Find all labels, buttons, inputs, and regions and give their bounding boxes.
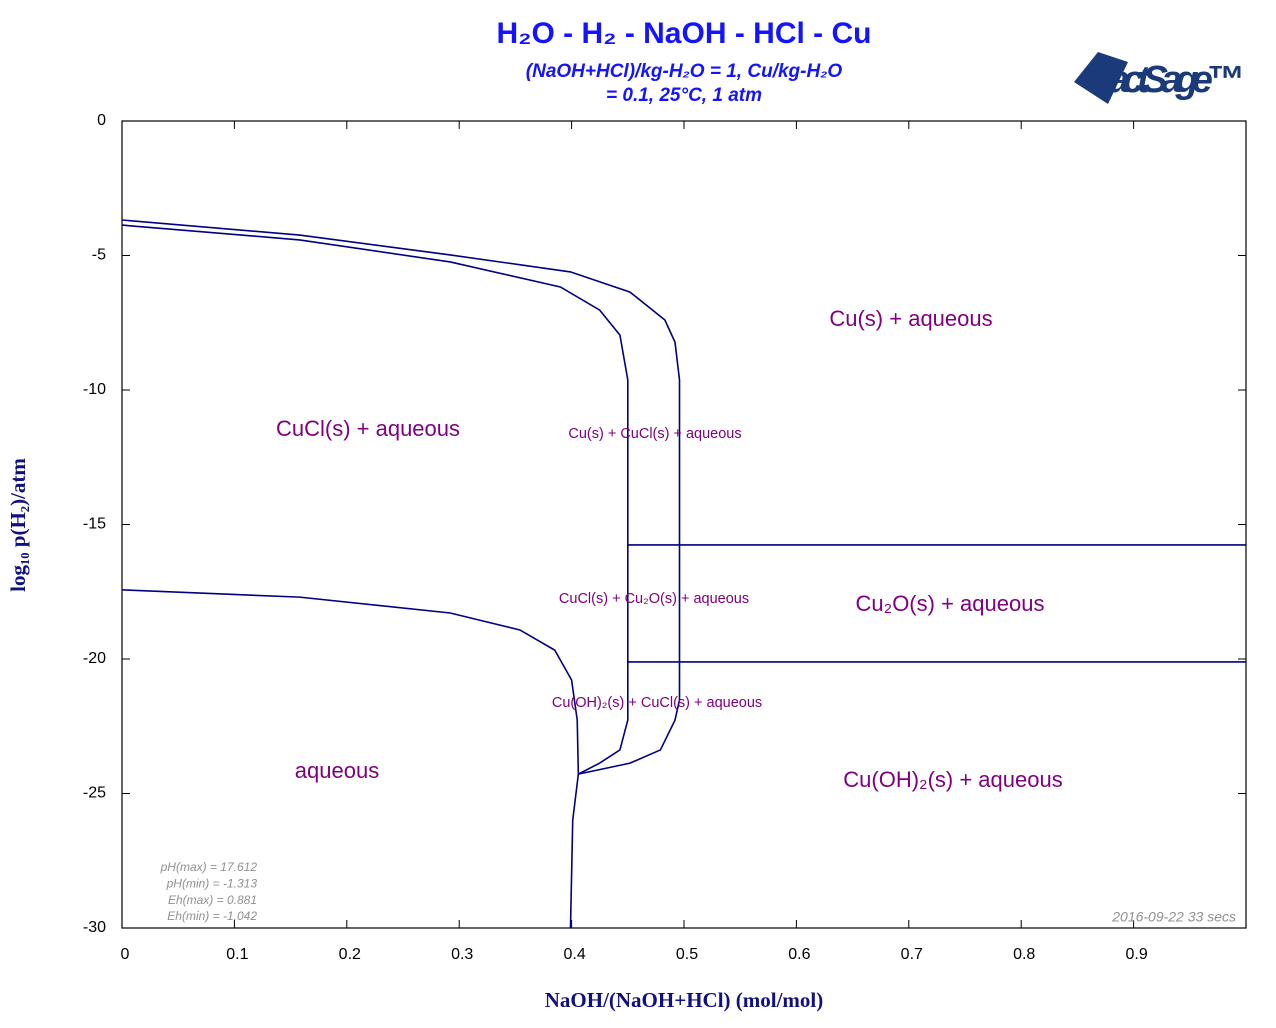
logo-mark bbox=[1074, 52, 1128, 104]
phase-boundary bbox=[121, 224, 629, 775]
region-label: CuCl(s) + Cu₂O(s) + aqueous bbox=[559, 591, 749, 607]
x-tick-label: 0.1 bbox=[226, 946, 248, 963]
y-tick-label: 0 bbox=[97, 112, 106, 129]
region-label: Cu(s) + aqueous bbox=[829, 306, 992, 331]
chart-subtitle: (NaOH+HCl)/kg-H₂O = 1, Cu/kg-H₂O bbox=[526, 61, 843, 82]
x-axis-label: NaOH/(NaOH+HCl) (mol/mol) bbox=[545, 988, 824, 1012]
region-label: CuCl(s) + aqueous bbox=[276, 416, 460, 441]
stat-note: pH(max) = 17.612 bbox=[160, 860, 258, 874]
y-tick-label: -10 bbox=[83, 381, 106, 398]
x-tick-label: 0.9 bbox=[1125, 946, 1147, 963]
region-label: Cu₂O(s) + aqueous bbox=[856, 591, 1045, 616]
y-tick-label: -25 bbox=[83, 785, 106, 802]
y-tick-label: -5 bbox=[92, 247, 106, 264]
phase-boundary bbox=[121, 589, 580, 929]
x-tick-label: 0.5 bbox=[676, 946, 698, 963]
x-tick-label: 0.7 bbox=[901, 946, 923, 963]
chart-subtitle: = 0.1, 25°C, 1 atm bbox=[606, 85, 762, 106]
chart-title: H₂O - H₂ - NaOH - HCl - Cu bbox=[497, 17, 872, 50]
region-label: aqueous bbox=[295, 758, 379, 783]
region-label: Cu(OH)₂(s) + CuCl(s) + aqueous bbox=[552, 695, 762, 711]
logo: FactSage™ bbox=[1092, 59, 1244, 101]
region-label: Cu(s) + CuCl(s) + aqueous bbox=[568, 426, 741, 442]
x-tick-label: 0.3 bbox=[451, 946, 473, 963]
x-tick-label: 0 bbox=[121, 946, 130, 963]
plot-frame bbox=[121, 120, 1247, 929]
y-axis-label: log₁₀ p(H₂)/atm bbox=[6, 458, 30, 592]
phase-boundary bbox=[121, 219, 681, 775]
y-tick-label: -20 bbox=[83, 650, 106, 667]
x-tick-label: 0.2 bbox=[339, 946, 361, 963]
stat-note: pH(min) = -1.313 bbox=[166, 876, 258, 890]
region-label: Cu(OH)₂(s) + aqueous bbox=[843, 767, 1062, 792]
stat-note: Eh(min) = -1.042 bbox=[167, 909, 257, 923]
x-tick-label: 0.8 bbox=[1013, 946, 1035, 963]
x-tick-label: 0.4 bbox=[563, 946, 585, 963]
timestamp: 2016-09-22 33 secs bbox=[1111, 909, 1236, 925]
y-tick-label: -30 bbox=[83, 919, 106, 936]
stat-note: Eh(max) = 0.881 bbox=[168, 893, 257, 907]
y-tick-label: -15 bbox=[83, 516, 106, 533]
x-tick-label: 0.6 bbox=[788, 946, 810, 963]
